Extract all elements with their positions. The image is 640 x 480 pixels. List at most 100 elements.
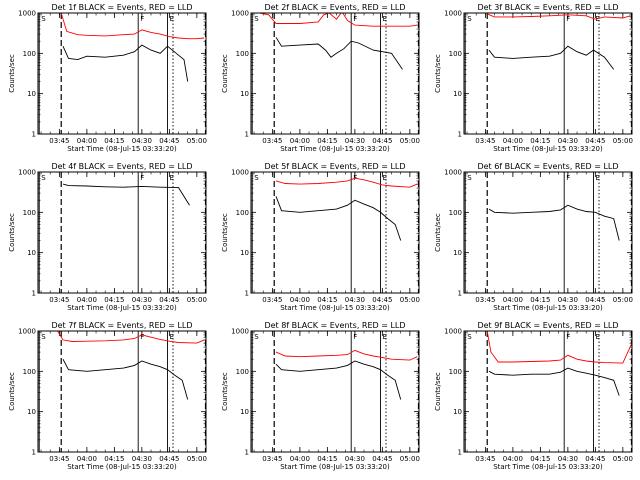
chart-panel: Det 7f BLACK = Events, RED = LLD 1 10 100 10…	[8, 321, 213, 471]
x-tick-label: 04:00	[503, 455, 523, 463]
x-tick-label: 04:30	[132, 137, 152, 145]
series-line	[57, 331, 205, 344]
plot-frame	[37, 171, 207, 294]
y-tick-label: 1000	[231, 328, 249, 336]
event-marker-label: S	[208, 333, 213, 341]
x-tick-label: 05:00	[400, 296, 420, 304]
series-line	[488, 45, 615, 70]
y-tick-label: 1	[458, 290, 462, 298]
x-axis-label: Start Time (08-Jul-15 03:33:20)	[493, 145, 603, 153]
y-tick-label: 1000	[444, 328, 462, 336]
event-marker-label: E	[383, 174, 387, 182]
series-line	[487, 13, 631, 20]
plot-frame	[250, 330, 420, 453]
y-tick-label: 1000	[231, 169, 249, 177]
x-tick-label: 04:00	[77, 455, 97, 463]
y-tick-label: 1	[32, 290, 36, 298]
y-tick-label: 10	[27, 408, 36, 416]
y-axis-label: Counts/sec	[434, 372, 442, 411]
event-marker-label: S	[467, 15, 472, 23]
series-line	[259, 13, 418, 27]
x-tick-label: 03:45	[262, 296, 282, 304]
event-marker-label: S	[467, 174, 472, 182]
chart-title: Det 4f BLACK = Events, RED = LLD	[51, 162, 192, 171]
x-tick-label: 04:15	[530, 137, 550, 145]
x-tick-label: 03:45	[262, 455, 282, 463]
y-tick-label: 100	[449, 368, 462, 376]
x-tick-label: 04:15	[104, 296, 124, 304]
event-marker-label: S	[467, 333, 472, 341]
chart-title: Det 8f BLACK = Events, RED = LLD	[264, 321, 405, 330]
x-tick-label: 04:45	[585, 137, 605, 145]
x-tick-label: 05:00	[187, 455, 207, 463]
series-line	[60, 13, 205, 40]
x-tick-label: 03:45	[49, 455, 69, 463]
y-tick-label: 1	[245, 449, 249, 457]
x-tick-label: 04:45	[159, 137, 179, 145]
x-tick-label: 03:45	[475, 455, 495, 463]
series-line	[488, 204, 620, 241]
y-axis-label: Counts/sec	[221, 54, 229, 93]
series-line	[62, 358, 189, 400]
x-tick-label: 04:45	[159, 455, 179, 463]
event-marker-label: E	[596, 174, 600, 182]
y-tick-label: 100	[236, 50, 249, 58]
y-tick-label: 10	[453, 249, 462, 257]
event-marker-label: S	[634, 174, 639, 182]
x-tick-label: 03:45	[49, 296, 69, 304]
y-tick-label: 1000	[18, 169, 36, 177]
y-tick-label: 1000	[18, 328, 36, 336]
plot-frame	[250, 171, 420, 294]
y-tick-label: 1	[245, 290, 249, 298]
x-tick-label: 04:30	[132, 296, 152, 304]
event-marker-label: F	[566, 15, 570, 23]
series-line	[275, 196, 402, 241]
series-line	[488, 367, 620, 396]
chart-title: Det 7f BLACK = Events, RED = LLD	[51, 321, 192, 330]
x-axis-label: Start Time (08-Jul-15 03:33:20)	[67, 463, 177, 471]
plot-frame	[463, 171, 633, 294]
series-line	[62, 44, 189, 82]
x-tick-label: 05:00	[400, 137, 420, 145]
x-tick-label: 04:45	[159, 296, 179, 304]
chart-panel: Det 9f BLACK = Events, RED = LLD 1 10 100 10…	[434, 321, 633, 471]
plot-frame	[37, 12, 207, 135]
x-tick-label: 04:30	[558, 296, 578, 304]
event-marker-label: E	[383, 333, 387, 341]
x-tick-label: 05:00	[187, 137, 207, 145]
y-tick-label: 1	[32, 449, 36, 457]
event-marker-label: E	[596, 333, 600, 341]
x-axis-label: Start Time (08-Jul-15 03:33:20)	[67, 145, 177, 153]
plot-frame	[37, 330, 207, 453]
y-axis-label: Counts/sec	[8, 372, 16, 411]
event-marker-label: F	[566, 174, 570, 182]
x-axis-label: Start Time (08-Jul-15 03:33:20)	[280, 145, 390, 153]
event-marker-label: F	[140, 174, 144, 182]
x-tick-label: 04:00	[290, 296, 310, 304]
event-marker-label: F	[140, 333, 144, 341]
x-tick-label: 04:45	[372, 455, 392, 463]
event-marker-label: S	[41, 174, 46, 182]
x-tick-label: 05:00	[613, 296, 633, 304]
x-tick-label: 04:00	[503, 296, 523, 304]
series-line	[275, 360, 402, 400]
x-tick-label: 05:00	[187, 296, 207, 304]
event-marker-label: E	[383, 15, 387, 23]
x-tick-label: 04:15	[104, 455, 124, 463]
event-marker-label: F	[353, 15, 357, 23]
chart-panel: Det 4f BLACK = Events, RED = LLD 1 10 100 10…	[8, 162, 207, 312]
y-tick-label: 1	[458, 449, 462, 457]
x-tick-label: 03:45	[262, 137, 282, 145]
y-tick-label: 10	[453, 90, 462, 98]
y-tick-label: 10	[240, 90, 249, 98]
y-tick-label: 100	[236, 368, 249, 376]
y-tick-label: 1	[245, 131, 249, 139]
x-tick-label: 04:00	[77, 296, 97, 304]
event-marker-label: F	[140, 15, 144, 23]
chart-title: Det 6f BLACK = Events, RED = LLD	[477, 162, 618, 171]
chart-title: Det 1f BLACK = Events, RED = LLD	[51, 3, 192, 12]
plot-frame	[463, 12, 633, 135]
chart-panel: Det 1f BLACK = Events, RED = LLD 1 10 100 10…	[8, 3, 207, 153]
x-tick-label: 04:15	[530, 296, 550, 304]
y-axis-label: Counts/sec	[8, 54, 16, 93]
